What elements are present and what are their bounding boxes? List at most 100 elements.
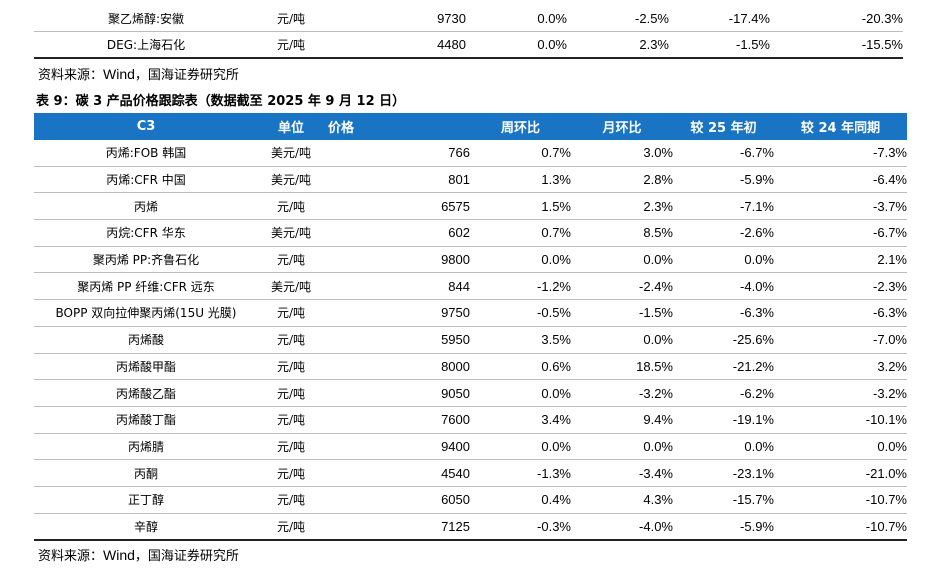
cell-wow: -1.3% bbox=[470, 459, 571, 487]
c3-price-table: C3 单位 价格 周环比 月环比 较 25 年初 较 24 年同期 丙烯:FOB… bbox=[34, 113, 907, 542]
table-caption: 表 9：碳 3 产品价格跟踪表（数据截至 2025 年 9 月 12 日） bbox=[36, 94, 406, 109]
cell-wow: 3.5% bbox=[470, 326, 571, 354]
cell-price: 5950 bbox=[324, 326, 470, 354]
cell-product: 丙烯腈 bbox=[34, 433, 258, 461]
cell-vs-early25: -5.9% bbox=[673, 166, 774, 194]
cell-yoy24: -10.7% bbox=[774, 513, 907, 542]
cell-wow: 1.3% bbox=[470, 166, 571, 194]
cell-product: 聚丙烯 PP:齐鲁石化 bbox=[34, 246, 258, 274]
cell-unit: 元/吨 bbox=[258, 379, 324, 407]
cell-price: 9750 bbox=[324, 299, 470, 327]
cell-price: 801 bbox=[324, 166, 470, 194]
cell-yoy24: 0.0% bbox=[774, 433, 907, 461]
cell-vs-early25: -6.3% bbox=[673, 299, 774, 327]
cell-mom: 3.0% bbox=[571, 140, 673, 167]
cell-mom: -1.5% bbox=[571, 299, 673, 327]
table-row: 丙酮 元/吨 4540 -1.3% -3.4% -23.1% -21.0% bbox=[34, 459, 907, 487]
cell-yoy24: -15.5% bbox=[770, 31, 903, 59]
cell-mom: 0.0% bbox=[571, 326, 673, 354]
table-row: 丙烯酸丁酯 元/吨 7600 3.4% 9.4% -19.1% -10.1% bbox=[34, 406, 907, 434]
cell-product: 丙烯酸乙酯 bbox=[34, 379, 258, 407]
cell-price: 7600 bbox=[324, 406, 470, 434]
source-note-top: 资料来源：Wind，国海证券研究所 bbox=[38, 64, 239, 83]
cell-yoy24: -3.7% bbox=[774, 192, 907, 221]
table-row: 聚乙烯醇:安徽 元/吨 9730 0.0% -2.5% -17.4% -20.3% bbox=[34, 6, 903, 32]
cell-price: 844 bbox=[324, 272, 470, 301]
cell-product: 聚丙烯 PP 纤维:CFR 远东 bbox=[34, 272, 258, 301]
cell-mom: -3.4% bbox=[571, 459, 673, 487]
cell-wow: 3.4% bbox=[470, 406, 571, 434]
cell-price: 9400 bbox=[324, 433, 470, 461]
cell-mom: -3.2% bbox=[571, 379, 673, 407]
header-price: 价格 bbox=[324, 113, 470, 140]
cell-vs-early25: -4.0% bbox=[673, 272, 774, 301]
cell-wow: 0.7% bbox=[470, 140, 571, 167]
previous-table-tail: 聚乙烯醇:安徽 元/吨 9730 0.0% -2.5% -17.4% -20.3% DEG:上… bbox=[34, 6, 903, 59]
cell-price: 6050 bbox=[324, 486, 470, 514]
cell-unit: 元/吨 bbox=[258, 192, 324, 221]
cell-price: 8000 bbox=[324, 353, 470, 381]
cell-product: 丙烷:CFR 华东 bbox=[34, 219, 258, 247]
cell-wow: 0.7% bbox=[470, 219, 571, 247]
cell-mom: 18.5% bbox=[571, 353, 673, 381]
cell-wow: 0.0% bbox=[470, 246, 571, 274]
cell-product: BOPP 双向拉伸聚丙烯(15U 光膜) bbox=[34, 299, 258, 327]
cell-unit: 元/吨 bbox=[258, 246, 324, 274]
cell-unit: 元/吨 bbox=[258, 486, 324, 514]
cell-yoy24: -2.3% bbox=[774, 272, 907, 301]
cell-unit: 美元/吨 bbox=[258, 272, 324, 301]
table-row: BOPP 双向拉伸聚丙烯(15U 光膜) 元/吨 9750 -0.5% -1.5% -6.… bbox=[34, 299, 907, 327]
cell-mom: 2.8% bbox=[571, 166, 673, 194]
source-prefix: 资料来源： bbox=[38, 68, 104, 83]
cell-mom: 0.0% bbox=[571, 246, 673, 274]
cell-yoy24: -21.0% bbox=[774, 459, 907, 487]
table-header-row: C3 单位 价格 周环比 月环比 较 25 年初 较 24 年同期 bbox=[34, 113, 907, 140]
cell-wow: 0.0% bbox=[466, 6, 567, 32]
cell-mom: 2.3% bbox=[567, 31, 669, 59]
header-yoy24: 较 24 年同期 bbox=[774, 113, 907, 140]
cell-product: 辛醇 bbox=[34, 513, 258, 542]
cell-mom: -4.0% bbox=[571, 513, 673, 542]
cell-yoy24: -20.3% bbox=[770, 6, 903, 32]
cell-yoy24: 3.2% bbox=[774, 353, 907, 381]
table-row: 丙烯腈 元/吨 9400 0.0% 0.0% 0.0% 0.0% bbox=[34, 433, 907, 461]
table-row: DEG:上海石化 元/吨 4480 0.0% 2.3% -1.5% -15.5% bbox=[34, 31, 903, 59]
table-row: 丙烯:FOB 韩国 美元/吨 766 0.7% 3.0% -6.7% -7.3% bbox=[34, 140, 907, 167]
table-row: 丙烯酸甲酯 元/吨 8000 0.6% 18.5% -21.2% 3.2% bbox=[34, 353, 907, 381]
cell-unit: 元/吨 bbox=[258, 353, 324, 381]
cell-unit: 元/吨 bbox=[258, 433, 324, 461]
cell-price: 4480 bbox=[324, 31, 466, 59]
header-wow: 周环比 bbox=[470, 113, 571, 140]
source-wind: Wind bbox=[103, 547, 135, 563]
table-row: 聚丙烯 PP 纤维:CFR 远东 美元/吨 844 -1.2% -2.4% -4.0% -2… bbox=[34, 272, 907, 301]
cell-product: 正丁醇 bbox=[34, 486, 258, 514]
cell-yoy24: 2.1% bbox=[774, 246, 907, 274]
cell-mom: 9.4% bbox=[571, 406, 673, 434]
cell-wow: 0.0% bbox=[466, 31, 567, 59]
cell-product: DEG:上海石化 bbox=[34, 31, 258, 59]
cell-wow: 1.5% bbox=[470, 192, 571, 221]
table-row: 聚丙烯 PP:齐鲁石化 元/吨 9800 0.0% 0.0% 0.0% 2.1% bbox=[34, 246, 907, 274]
cell-vs-early25: -6.2% bbox=[673, 379, 774, 407]
cell-mom: -2.5% bbox=[567, 6, 669, 32]
header-unit: 单位 bbox=[258, 113, 324, 140]
cell-vs-early25: -25.6% bbox=[673, 326, 774, 354]
source-suffix: ，国海证券研究所 bbox=[134, 68, 239, 83]
cell-product: 丙烯酸丁酯 bbox=[34, 406, 258, 434]
cell-unit: 元/吨 bbox=[258, 459, 324, 487]
cell-unit: 美元/吨 bbox=[258, 166, 324, 194]
source-wind: Wind bbox=[103, 66, 135, 82]
table-row: 丙烯:CFR 中国 美元/吨 801 1.3% 2.8% -5.9% -6.4% bbox=[34, 166, 907, 194]
table-row: 正丁醇 元/吨 6050 0.4% 4.3% -15.7% -10.7% bbox=[34, 486, 907, 514]
table-row: 丙烯酸 元/吨 5950 3.5% 0.0% -25.6% -7.0% bbox=[34, 326, 907, 354]
cell-product: 丙烯 bbox=[34, 192, 258, 221]
source-note-bottom: 资料来源：Wind，国海证券研究所 bbox=[38, 545, 239, 564]
cell-wow: 0.4% bbox=[470, 486, 571, 514]
cell-unit: 元/吨 bbox=[258, 406, 324, 434]
cell-wow: -0.3% bbox=[470, 513, 571, 542]
table-row: 辛醇 元/吨 7125 -0.3% -4.0% -5.9% -10.7% bbox=[34, 513, 907, 542]
source-prefix: 资料来源： bbox=[38, 549, 104, 564]
cell-unit: 元/吨 bbox=[258, 6, 324, 32]
cell-vs-early25: 0.0% bbox=[673, 246, 774, 274]
cell-wow: 0.0% bbox=[470, 379, 571, 407]
